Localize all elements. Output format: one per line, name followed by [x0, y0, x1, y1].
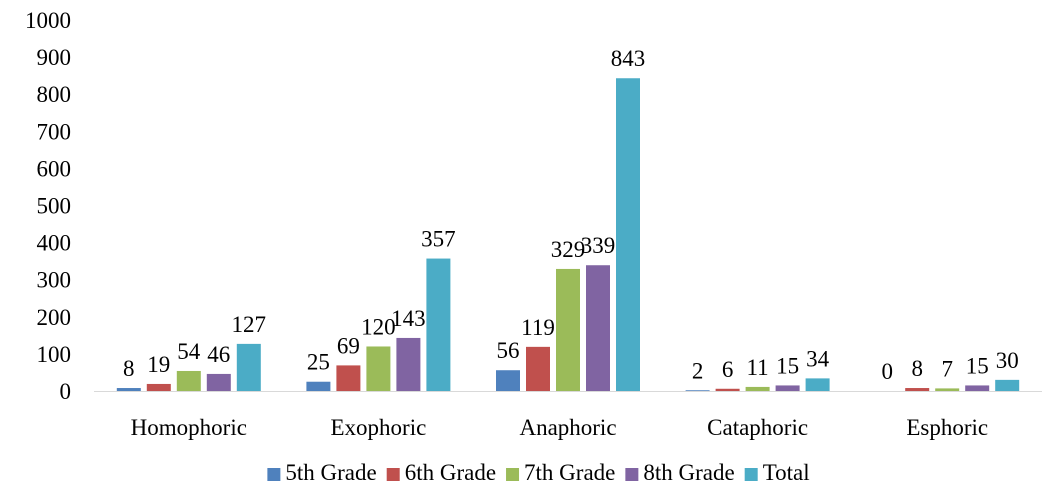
data-label: 56 [497, 338, 520, 363]
data-label: 120 [361, 314, 396, 339]
y-tick-label: 400 [37, 231, 72, 256]
legend-item-total: Total [744, 460, 810, 485]
bar-7th-grade-anaphoric [556, 268, 580, 391]
x-category-label: Homophoric [131, 415, 247, 440]
bar-5th-grade-homophoric [116, 388, 141, 391]
bar-5th-grade-anaphoric [496, 370, 520, 391]
legend-swatch [625, 468, 639, 481]
bars [116, 78, 1020, 391]
legend-item-5th-grade: 5th Grade [267, 460, 377, 485]
bar-6th-grade-esphoric [905, 388, 930, 391]
bar-7th-grade-cataphoric [745, 386, 770, 391]
bar-6th-grade-exophoric [336, 365, 361, 391]
legend-label: 7th Grade [524, 460, 615, 485]
bar-8th-grade-homophoric [206, 373, 231, 391]
y-tick-label: 500 [37, 194, 72, 219]
legend-label: 6th Grade [405, 460, 496, 485]
bar-8th-grade-exophoric [396, 337, 421, 391]
data-label: 30 [996, 348, 1019, 373]
bar-8th-grade-anaphoric [586, 265, 610, 391]
data-label: 15 [776, 353, 799, 378]
data-label: 2 [692, 358, 704, 383]
data-label: 11 [747, 355, 769, 380]
bar-6th-grade-cataphoric [715, 388, 740, 391]
y-tick-label: 1000 [25, 8, 71, 33]
bar-6th-grade-anaphoric [526, 346, 550, 391]
y-tick-label: 900 [37, 45, 72, 70]
data-label: 357 [421, 227, 456, 252]
bar-7th-grade-esphoric [935, 388, 960, 391]
legend-swatch [744, 468, 758, 481]
y-tick-label: 0 [60, 379, 72, 404]
data-label: 7 [941, 356, 953, 381]
x-axis: Homophoric Exophoric Anaphoric Cataphoric Es… [94, 391, 1042, 440]
x-category-label: Cataphoric [707, 415, 808, 440]
y-tick-label: 200 [37, 305, 72, 330]
y-tick-label: 800 [37, 82, 72, 107]
bar-total-cataphoric [805, 378, 830, 391]
y-tick-label: 300 [37, 268, 72, 293]
data-label: 19 [147, 352, 170, 377]
y-tick-label: 100 [37, 342, 72, 367]
legend-swatch [506, 468, 520, 481]
bar-total-homophoric [236, 343, 261, 391]
data-label: 54 [177, 339, 201, 364]
bar-8th-grade-cataphoric [775, 385, 800, 391]
y-tick-label: 700 [37, 119, 72, 144]
data-label: 8 [123, 356, 135, 381]
data-label: 143 [391, 306, 426, 331]
legend-item-6th-grade: 6th Grade [386, 460, 496, 485]
bar-7th-grade-homophoric [176, 370, 201, 391]
legend-swatch [386, 468, 400, 481]
data-label: 119 [521, 315, 555, 340]
x-category-label: Anaphoric [519, 415, 616, 440]
data-label: 34 [806, 346, 830, 371]
data-label: 69 [337, 333, 360, 358]
bar-total-exophoric [426, 258, 451, 391]
data-label: 25 [307, 350, 330, 375]
legend: 5th Grade 6th Grade 7th Grade 8th Grade Tota… [267, 460, 810, 485]
y-tick-label: 600 [37, 156, 72, 181]
legend-swatch [267, 468, 281, 481]
data-label: 339 [581, 233, 616, 258]
data-label: 8 [911, 356, 923, 381]
data-label: 0 [881, 359, 893, 384]
data-label: 15 [966, 353, 989, 378]
legend-item-8th-grade: 8th Grade [625, 460, 735, 485]
data-label: 127 [232, 312, 267, 337]
data-label: 46 [207, 342, 230, 367]
data-label: 329 [551, 237, 586, 262]
legend-label: Total [763, 460, 810, 485]
bar-5th-grade-exophoric [306, 381, 331, 391]
legend-item-7th-grade: 7th Grade [506, 460, 615, 485]
legend-label: 5th Grade [285, 460, 376, 485]
y-axis: 0 100 200 300 400 500 600 700 800 900 1000 [25, 8, 71, 404]
bar-5th-grade-cataphoric [685, 390, 710, 391]
x-category-label: Exophoric [330, 415, 426, 440]
bar-8th-grade-esphoric [965, 385, 990, 391]
bar-total-anaphoric [616, 78, 640, 391]
x-category-label: Esphoric [906, 415, 988, 440]
bar-total-esphoric [995, 379, 1020, 391]
legend-label: 8th Grade [643, 460, 734, 485]
bar-6th-grade-homophoric [146, 383, 171, 391]
data-label: 6 [722, 357, 734, 382]
bar-7th-grade-exophoric [366, 346, 391, 391]
data-label: 843 [611, 46, 646, 71]
